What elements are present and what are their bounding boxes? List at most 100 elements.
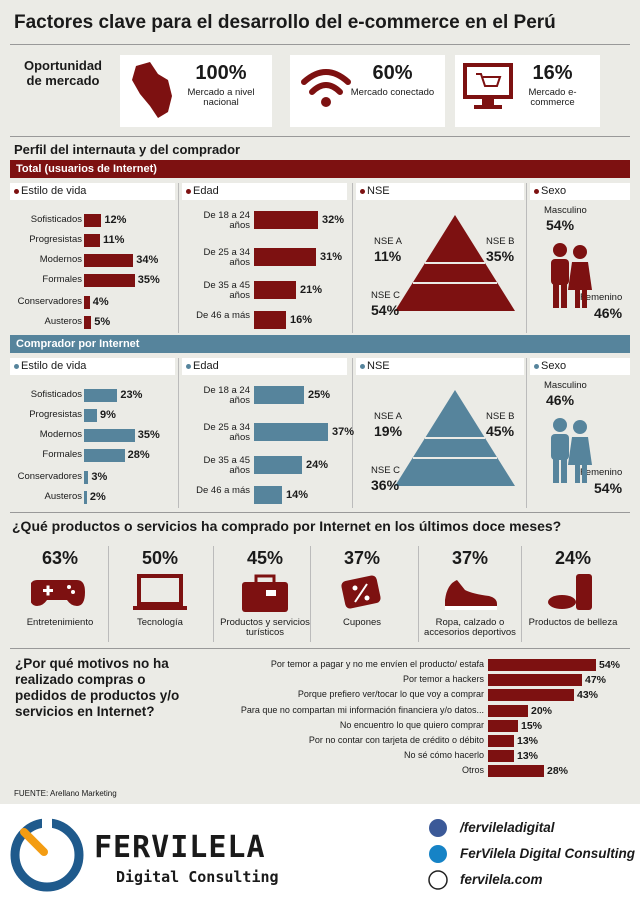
product-value: 45% (246, 548, 284, 568)
value-label: 4% (92, 296, 109, 308)
shape (67, 585, 71, 589)
shape (429, 819, 447, 837)
category-label: Porque prefiero ver/tocar lo que voy a c… (297, 689, 484, 700)
brand: FERVILELA (94, 830, 266, 865)
column-header-box (182, 183, 347, 200)
nse-label: NSE C (371, 290, 401, 301)
value-label: 14% (286, 489, 309, 501)
separator (213, 546, 214, 642)
bar (488, 659, 596, 671)
opportunity-value: 100% (195, 62, 247, 84)
shape (551, 434, 569, 460)
product-label: Ropa, calzado o accesorios deportivos (424, 617, 516, 638)
column-header: NSE (367, 360, 390, 372)
nse-label: NSE B (486, 411, 515, 422)
value-label: 15% (521, 719, 543, 732)
category-label: Progresistas (29, 234, 82, 245)
product-icon (133, 574, 187, 610)
product-icon (31, 580, 85, 606)
shape (553, 418, 567, 432)
bullet (14, 189, 19, 194)
separator (178, 358, 179, 508)
column-header-box (10, 183, 175, 200)
shape (254, 574, 276, 586)
bar (84, 449, 125, 462)
sex-label: Masculino (544, 205, 587, 216)
separator (526, 183, 527, 333)
category-label: Modernos (39, 254, 82, 265)
shape (46, 585, 50, 596)
shape (137, 574, 183, 606)
sex-value: 54% (594, 480, 623, 496)
value-label: 2% (89, 491, 106, 503)
value-label: 21% (300, 284, 323, 296)
rule (10, 648, 630, 649)
product-icon (242, 574, 288, 612)
category-label: De 35 a 45 años (203, 280, 250, 301)
opportunity-text: Mercado conectado (350, 87, 435, 98)
bar (84, 409, 98, 422)
shape (445, 606, 497, 610)
value-label: 25% (308, 389, 331, 401)
category-label: Formales (42, 274, 82, 285)
source: FUENTE: Arellano Marketing (14, 789, 117, 798)
link-text: /fervileladigital (460, 820, 555, 835)
value-label: 5% (94, 316, 111, 328)
category-label: Para que no compartan mi información fin… (240, 704, 484, 715)
bullet (534, 364, 539, 369)
pyramid (395, 215, 515, 311)
value-label: 34% (136, 254, 159, 266)
link-icon (429, 819, 447, 837)
wifi-icon (301, 69, 351, 107)
shape (474, 105, 502, 109)
bar (254, 211, 318, 229)
shape (575, 463, 580, 483)
shape (573, 420, 587, 434)
product-label: Entretenimiento (26, 617, 94, 628)
bar (488, 765, 544, 778)
category-label: Conservadores (17, 296, 82, 307)
value-label: 13% (517, 750, 539, 763)
separator (178, 183, 179, 333)
nse-value: 36% (371, 477, 400, 493)
category-label: De 18 a 24 años (203, 210, 250, 231)
value-label: 43% (577, 689, 599, 702)
bar (84, 274, 135, 287)
category-label: Por temor a hackers (402, 674, 484, 685)
bar (254, 486, 282, 504)
value-label: 20% (531, 704, 553, 717)
band: Comprador por Internet (10, 335, 630, 353)
column-header: Estilo de vida (21, 185, 87, 197)
column-header-box (356, 358, 524, 375)
shape (42, 818, 52, 838)
section-title: ¿Qué productos o servicios ha comprado p… (12, 518, 562, 534)
value-label: 47% (585, 674, 607, 687)
shape (553, 457, 559, 483)
value-label: 3% (91, 471, 108, 483)
pyramid (395, 390, 515, 486)
logo (10, 818, 84, 892)
shape (463, 63, 513, 99)
category-label: De 35 a 45 años (203, 455, 250, 476)
shape (352, 585, 358, 591)
category-label: De 46 a más (196, 485, 250, 496)
section-title: Perfil del internauta y del comprador (14, 142, 241, 157)
bar (488, 750, 514, 763)
product-label: Cupones (342, 617, 382, 628)
value-label: 28% (547, 765, 569, 778)
category-label: No sé cómo hacerlo (403, 750, 484, 761)
product-label: Productos y servicios turísticos (220, 617, 310, 638)
value-label: 24% (306, 459, 329, 471)
value-label: 11% (102, 234, 125, 246)
product-label: Productos de belleza (528, 617, 618, 628)
shape (551, 418, 592, 483)
value-label: 13% (517, 735, 539, 747)
sex-value: 54% (546, 217, 575, 233)
product-value: 37% (451, 548, 489, 568)
category-label: Conservadores (17, 471, 82, 482)
column-header-box (530, 183, 630, 200)
nse-value: 54% (371, 302, 400, 318)
column-header: NSE (367, 185, 390, 197)
shape (309, 82, 343, 95)
bar (488, 704, 528, 717)
